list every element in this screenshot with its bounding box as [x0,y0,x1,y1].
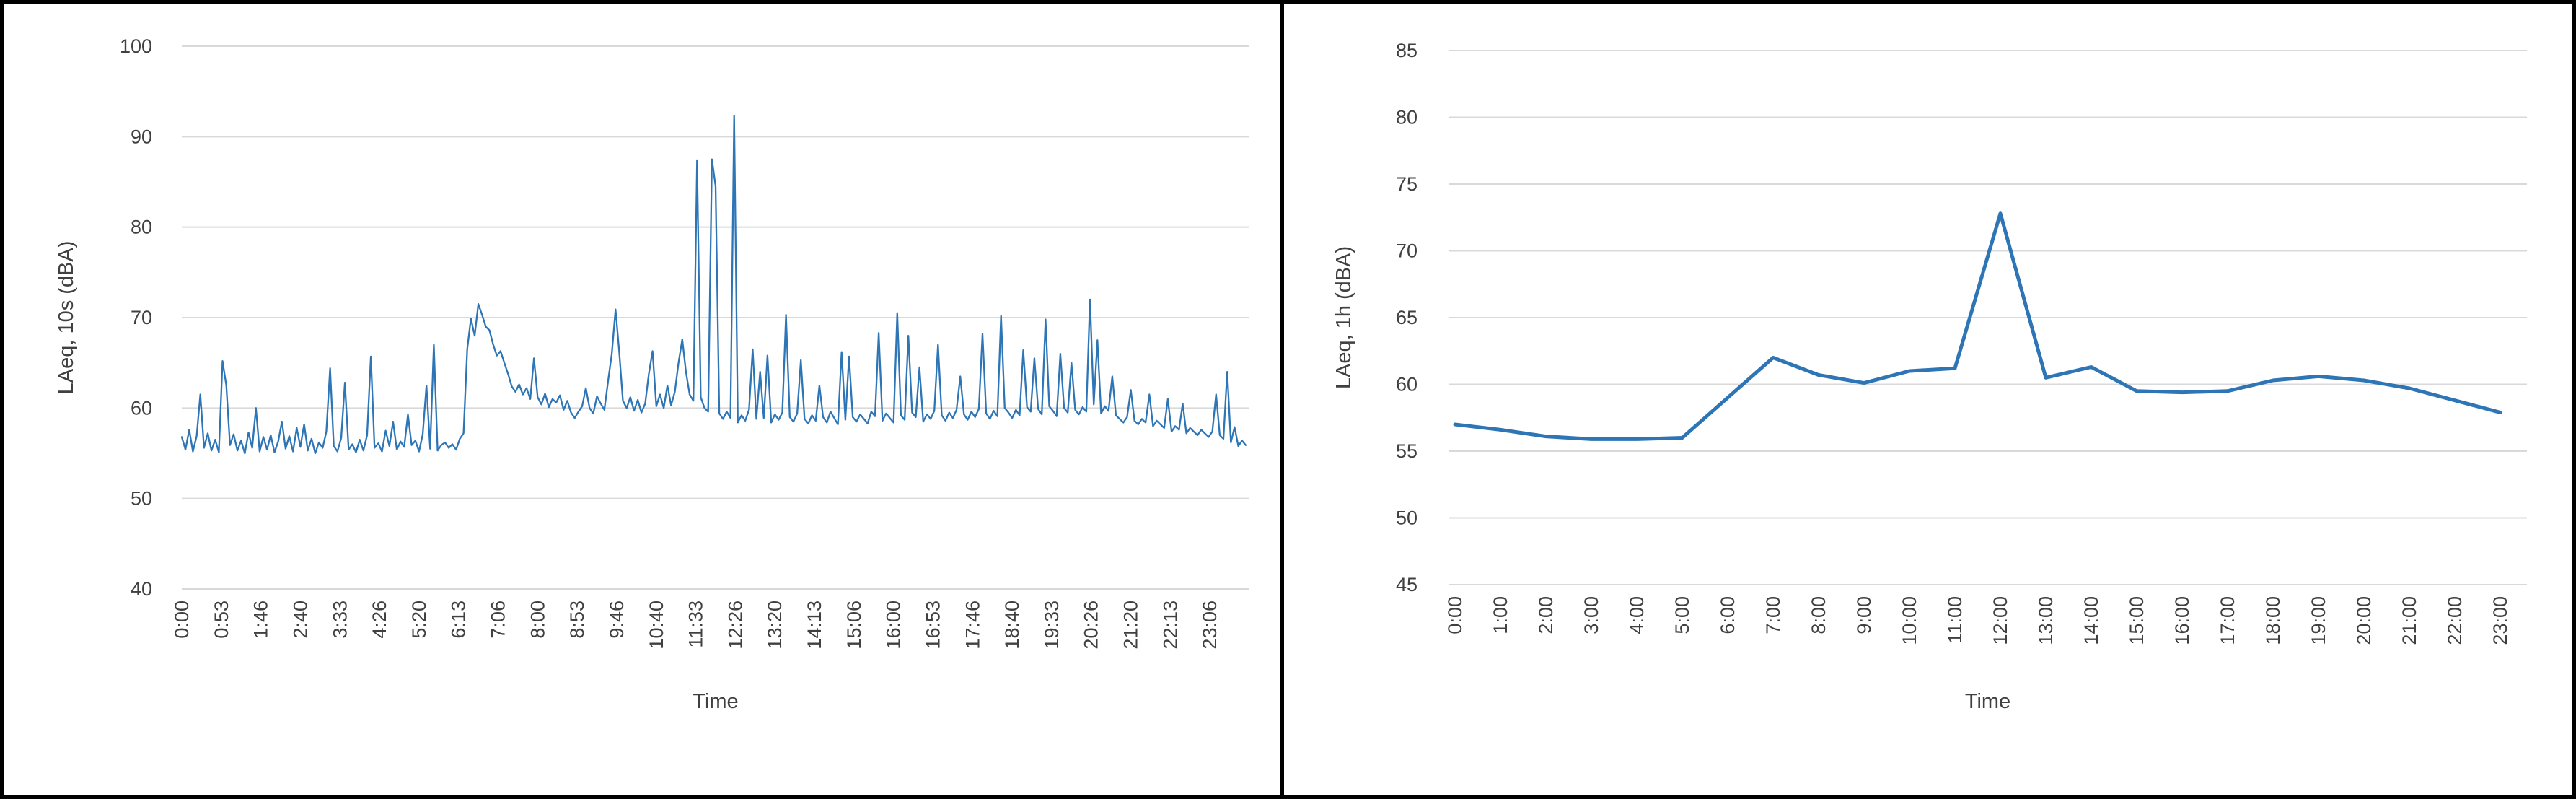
x-tick-label: 10:40 [646,601,667,650]
x-tick-label: 14:00 [2080,596,2102,645]
y-tick-label: 70 [131,307,152,328]
x-tick-label: 9:00 [1853,596,1875,634]
x-tick-label: 10:00 [1899,596,1920,645]
x-tick-label: 4:00 [1626,596,1648,634]
x-tick-label: 21:00 [2399,596,2420,645]
x-tick-label: 15:00 [2126,596,2148,645]
y-tick-label: 75 [1396,173,1417,195]
x-tick-label: 8:53 [566,601,588,639]
y-tick-label: 45 [1396,574,1417,595]
x-tick-label: 13:00 [2035,596,2057,645]
y-tick-label: 40 [131,578,152,600]
x-tick-label: 0:53 [211,601,232,639]
y-axis-title: LAeq, 10s (dBA) [55,241,78,395]
x-tick-label: 14:13 [804,601,825,650]
x-tick-label: 22:00 [2444,596,2466,645]
x-tick-label: 18:00 [2262,596,2284,645]
x-tick-label: 2:00 [1535,596,1557,634]
x-tick-label: 5:20 [408,601,430,639]
x-tick-label: 0:00 [171,601,193,639]
x-tick-label: 4:26 [369,601,390,639]
x-tick-label: 16:00 [2171,596,2193,645]
x-tick-label: 16:00 [883,601,905,650]
y-axis-tick-labels: 40 50 60 70 80 90 100 [120,35,152,600]
laeq-series-line [1453,211,2502,441]
y-tick-label: 85 [1396,40,1417,61]
y-tick-label: 50 [131,488,152,510]
laeq-series-line [180,115,1247,455]
x-tick-label: 12:00 [1990,596,2011,645]
y-tick-label: 55 [1396,440,1417,462]
x-tick-label: 20:00 [2353,596,2375,645]
y-tick-label: 70 [1396,240,1417,262]
x-tick-label: 11:33 [685,601,707,648]
x-axis-title: Time [1965,690,2010,713]
x-tick-label: 23:06 [1199,601,1221,650]
y-tick-label: 80 [1396,107,1417,128]
x-tick-label: 20:26 [1081,601,1102,650]
laeq-10s-chart: 40 50 60 70 80 90 100 0:00 0:53 1:46 2:40 3:33 4:26 5… [55,35,1249,713]
x-tick-label: 8:00 [1808,596,1829,634]
x-tick-label: 1:46 [250,601,272,639]
laeq-1h-chart: 45 50 55 60 65 70 75 80 85 0:00 1:00 2:00 3:00 4:00 5:… [1332,40,2527,713]
y-tick-label: 50 [1396,507,1417,529]
x-tick-label: 22:13 [1159,601,1181,650]
x-tick-label: 3:33 [329,601,351,639]
x-tick-label: 9:46 [606,601,628,639]
x-tick-label: 13:20 [764,601,786,650]
x-tick-label: 19:00 [2308,596,2329,645]
x-tick-label: 5:00 [1671,596,1693,634]
x-tick-label: 19:33 [1041,601,1063,650]
x-tick-label: 8:00 [527,601,548,639]
x-tick-label: 18:40 [1001,601,1023,650]
left-chart-panel: 40 50 60 70 80 90 100 0:00 0:53 1:46 2:40 3:33 4:26 5… [4,4,1284,795]
x-tick-label: 12:26 [724,601,746,650]
y-tick-label: 90 [131,126,152,147]
x-tick-label: 17:00 [2217,596,2238,645]
x-axis-tick-labels: 0:00 1:00 2:00 3:00 4:00 5:00 6:00 7:00 8:00 9:00… [1444,596,2511,645]
y-tick-label: 60 [131,397,152,419]
y-tick-label: 65 [1396,307,1417,328]
x-tick-label: 21:20 [1120,601,1142,650]
x-tick-label: 6:00 [1717,596,1738,634]
x-tick-label: 15:06 [843,601,865,650]
y-tick-label: 80 [131,217,152,238]
x-tick-label: 7:00 [1762,596,1784,634]
x-tick-label: 7:06 [488,601,509,639]
y-tick-label: 60 [1396,374,1417,396]
right-chart-panel: 45 50 55 60 65 70 75 80 85 0:00 1:00 2:00 3:00 4:00 5:… [1284,4,2567,795]
x-tick-label: 1:00 [1490,596,1511,634]
x-tick-label: 2:40 [289,601,311,639]
x-tick-label: 6:13 [448,601,470,639]
x-tick-label: 17:46 [962,601,983,650]
y-axis-tick-labels: 45 50 55 60 65 70 75 80 85 [1396,40,1417,595]
x-tick-label: 16:53 [922,601,944,650]
x-axis-tick-labels: 0:00 0:53 1:46 2:40 3:33 4:26 5:20 6:13 7:06 8:00… [171,601,1221,650]
y-tick-label: 100 [120,35,152,57]
y-axis-title: LAeq, 1h (dBA) [1332,246,1355,389]
x-axis-title: Time [693,690,738,713]
x-tick-label: 11:00 [1944,596,1966,644]
x-tick-label: 23:00 [2489,596,2511,645]
x-tick-label: 3:00 [1581,596,1602,634]
gridlines [1449,50,2527,585]
x-tick-label: 0:00 [1444,596,1466,634]
